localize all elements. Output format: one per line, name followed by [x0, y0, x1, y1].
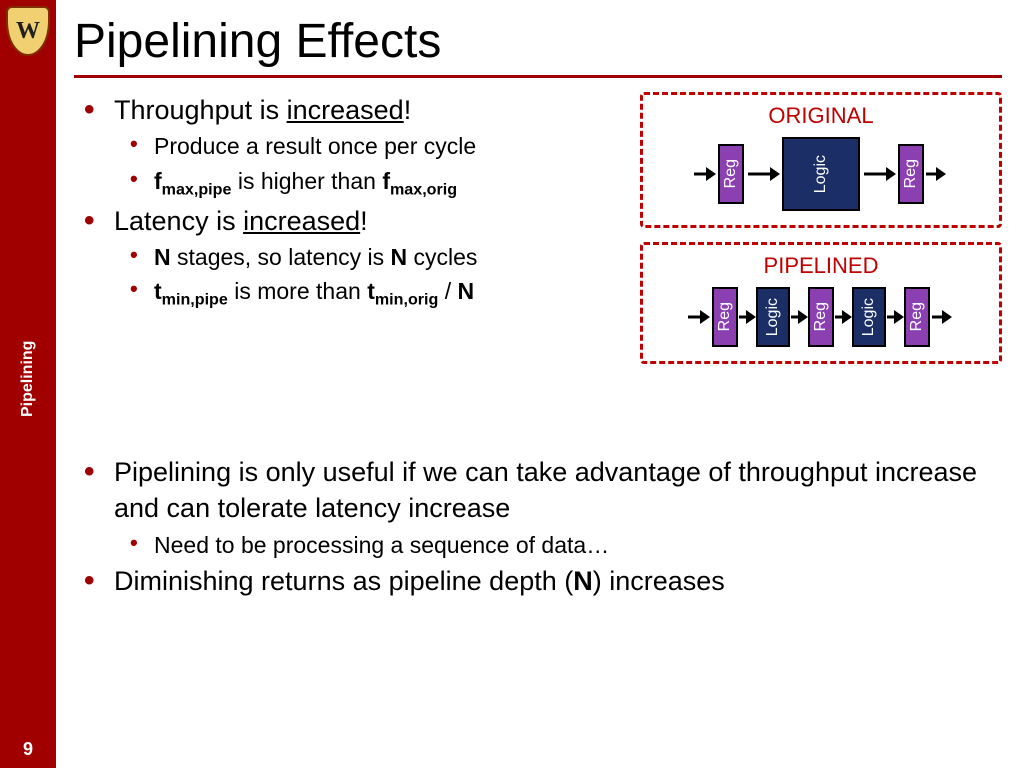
block-logic: Logic: [756, 287, 790, 347]
diagram-original: ORIGINAL Reg Logic Reg: [640, 92, 1002, 228]
figure-column: ORIGINAL Reg Logic Reg PIPELINED: [640, 92, 1002, 378]
var: f: [382, 168, 390, 194]
block-reg: Reg: [898, 144, 924, 204]
bullet-latency: Latency is increased! N stages, so laten…: [80, 203, 630, 312]
block-label: Reg: [902, 159, 920, 188]
bullet-list-bottom: Pipelining is only useful if we can take…: [74, 454, 1002, 600]
title-rule: [74, 75, 1002, 78]
two-column-row: Throughput is increased! Produce a resul…: [74, 92, 1002, 378]
crest-letter: W: [16, 18, 40, 45]
bullet-throughput: Throughput is increased! Produce a resul…: [80, 92, 630, 201]
arrow-icon: [790, 287, 808, 347]
sub-list: Need to be processing a sequence of data…: [114, 529, 1002, 561]
var: N: [154, 244, 171, 270]
block-label: Reg: [812, 302, 830, 331]
arrow-icon: [738, 287, 756, 347]
university-crest: W: [4, 4, 52, 60]
slide: W Pipelining 9 Pipelining Effects Throug…: [0, 0, 1024, 768]
text: ) increases: [593, 566, 725, 596]
text: /: [438, 278, 457, 304]
text: Latency is: [114, 206, 243, 236]
sub-bullet: tmin,pipe is more than tmin,orig / N: [128, 275, 630, 311]
page-number: 9: [0, 739, 56, 760]
arrow-icon: [930, 287, 954, 347]
text: Throughput is: [114, 95, 287, 125]
sub: min,pipe: [162, 291, 228, 309]
diagram-title: ORIGINAL: [651, 103, 991, 129]
text: !: [404, 95, 412, 125]
var: f: [154, 168, 162, 194]
text: Diminishing returns as pipeline depth (: [114, 566, 573, 596]
arrow-icon: [694, 144, 718, 204]
text: stages, so latency is: [171, 244, 391, 270]
sub-bullet: N stages, so latency is N cycles: [128, 241, 630, 273]
block-reg: Reg: [712, 287, 738, 347]
block-reg: Reg: [718, 144, 744, 204]
arrow-icon: [744, 144, 782, 204]
block-label: Reg: [722, 159, 740, 188]
block-label: Reg: [716, 302, 734, 331]
sub-bullet: Produce a result once per cycle: [128, 130, 630, 162]
var: t: [367, 278, 375, 304]
diagram-row: Reg Logic Reg Logic Reg: [651, 287, 991, 347]
text: is more than: [228, 278, 367, 304]
crest-shield: W: [6, 6, 50, 56]
sidebar-topic: Pipelining: [19, 361, 37, 417]
var: N: [391, 244, 408, 270]
arrow-icon: [688, 287, 712, 347]
sub-bullet: Need to be processing a sequence of data…: [128, 529, 1002, 561]
sub-list: N stages, so latency is N cycles tmin,pi…: [114, 241, 630, 311]
var: N: [458, 278, 475, 304]
arrow-icon: [886, 287, 904, 347]
arrow-icon: [860, 144, 898, 204]
bullet-list-top: Throughput is increased! Produce a resul…: [74, 92, 630, 312]
block-label: Logic: [860, 298, 878, 336]
var: t: [154, 278, 162, 304]
bullet-diminishing: Diminishing returns as pipeline depth (N…: [80, 563, 1002, 599]
arrow-icon: [834, 287, 852, 347]
sidebar: W Pipelining 9: [0, 0, 56, 768]
text-column: Throughput is increased! Produce a resul…: [74, 92, 630, 378]
block-reg: Reg: [904, 287, 930, 347]
sub: max,pipe: [162, 180, 232, 198]
slide-content: Pipelining Effects Throughput is increas…: [56, 0, 1024, 768]
block-label: Reg: [908, 302, 926, 331]
slide-title: Pipelining Effects: [74, 14, 1002, 69]
text: is higher than: [231, 168, 382, 194]
bullet-useful: Pipelining is only useful if we can take…: [80, 454, 1002, 561]
diagram-row: Reg Logic Reg: [651, 137, 991, 211]
text-underline: increased: [287, 95, 404, 125]
sub-list: Produce a result once per cycle fmax,pip…: [114, 130, 630, 200]
var: N: [573, 566, 593, 596]
block-logic: Logic: [782, 137, 860, 211]
text-underline: increased: [243, 206, 360, 236]
block-reg: Reg: [808, 287, 834, 347]
sub-bullet: fmax,pipe is higher than fmax,orig: [128, 165, 630, 201]
text: cycles: [407, 244, 477, 270]
arrow-icon: [924, 144, 948, 204]
block-label: Logic: [812, 155, 830, 193]
diagram-pipelined: PIPELINED Reg Logic Reg Logic Reg: [640, 242, 1002, 364]
text: !: [360, 206, 368, 236]
sub: max,orig: [390, 180, 457, 198]
sub: min,orig: [375, 291, 438, 309]
text: Pipelining is only useful if we can take…: [114, 457, 977, 523]
diagram-title: PIPELINED: [651, 253, 991, 279]
block-label: Logic: [764, 298, 782, 336]
block-logic: Logic: [852, 287, 886, 347]
